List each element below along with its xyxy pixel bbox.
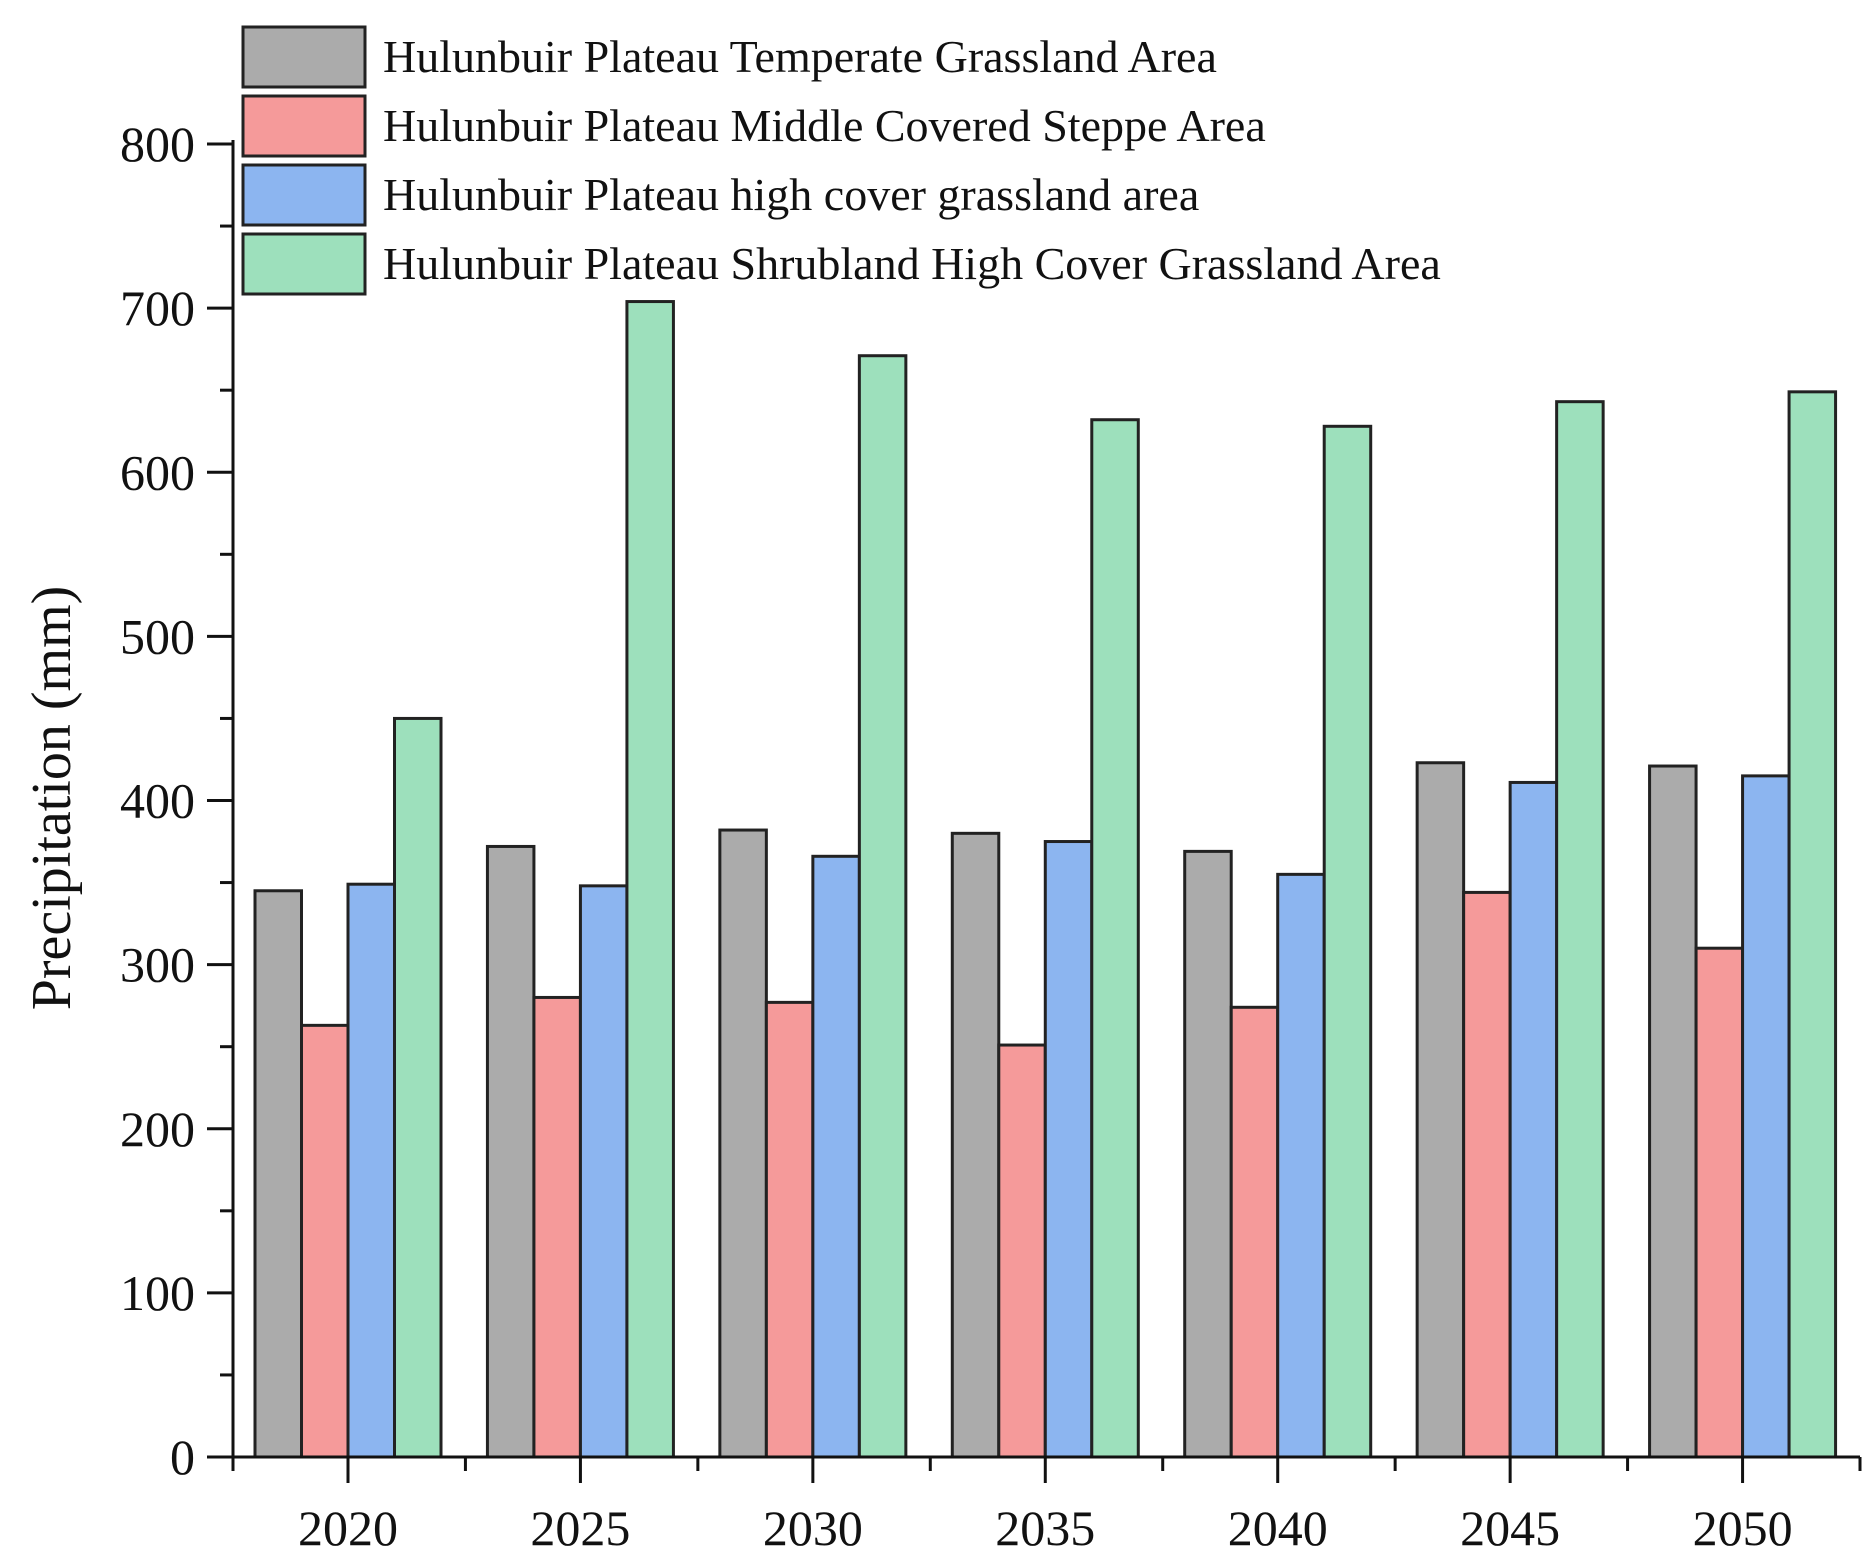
legend-item-3: Hulunbuir Plateau high cover grassland a… (241, 163, 1199, 227)
bar-2020-series-2 (300, 1023, 350, 1459)
bar-2030-series-1 (718, 828, 768, 1459)
legend-label-3: Hulunbuir Plateau high cover grassland a… (383, 169, 1199, 220)
bar-2030-series-2 (764, 1000, 815, 1459)
bars-layer (253, 300, 1838, 1459)
bar-2035-series-2 (997, 1043, 1047, 1459)
x-tick-label-2050: 2050 (1693, 1500, 1793, 1556)
bar-group-2035 (950, 418, 1140, 1459)
y-tick-label-400: 400 (120, 773, 195, 829)
bar-2045-series-3 (1508, 780, 1559, 1459)
bar-2035-series-3 (1043, 840, 1094, 1459)
bar-2030-series-3 (811, 854, 861, 1459)
bar-2045-series-2 (1462, 890, 1512, 1459)
legend-swatch-1 (241, 25, 367, 89)
legend-swatch-4 (241, 232, 367, 296)
bar-group-2030 (718, 354, 908, 1459)
y-axis-title: Precipitation (mm) (21, 586, 83, 1011)
bar-group-2040 (1183, 424, 1373, 1459)
bar-2025-series-1 (485, 844, 536, 1459)
bar-2040-series-2 (1229, 1005, 1280, 1459)
bar-group-2020 (253, 716, 443, 1459)
bar-2050-series-2 (1694, 946, 1745, 1459)
bar-2020-series-3 (346, 882, 396, 1459)
x-tick-label-2025: 2025 (530, 1500, 630, 1556)
bar-2045-series-1 (1415, 761, 1466, 1459)
bar-2050-series-3 (1741, 774, 1791, 1459)
y-tick-label-800: 800 (120, 116, 195, 172)
legend-swatch-2 (241, 94, 367, 158)
x-tick-label-2035: 2035 (995, 1500, 1095, 1556)
y-tick-label-500: 500 (120, 608, 195, 664)
legend-label-2: Hulunbuir Plateau Middle Covered Steppe … (383, 100, 1266, 151)
y-tick-label-700: 700 (120, 280, 195, 336)
bar-group-2045 (1415, 400, 1605, 1459)
bar-2020-series-4 (393, 716, 443, 1459)
legend-swatch-3 (241, 163, 367, 227)
x-tick-label-2030: 2030 (763, 1500, 863, 1556)
bar-2040-series-4 (1322, 424, 1373, 1459)
bar-2040-series-3 (1276, 872, 1326, 1459)
legend-label-4: Hulunbuir Plateau Shrubland High Cover G… (383, 238, 1441, 289)
bar-group-2025 (485, 300, 675, 1459)
axes-layer: 0 100 200 300 400 500 600 700 800 2020 2025 2030 203… (120, 116, 1862, 1556)
bar-2025-series-3 (578, 884, 629, 1459)
bar-2025-series-2 (532, 995, 582, 1459)
bar-2035-series-1 (950, 831, 1001, 1459)
x-tick-label-2020: 2020 (298, 1500, 398, 1556)
legend-label-1: Hulunbuir Plateau Temperate Grassland Ar… (383, 31, 1217, 82)
bar-2050-series-4 (1787, 390, 1838, 1459)
y-tick-label-0: 0 (170, 1429, 195, 1485)
bar-2050-series-1 (1648, 764, 1698, 1459)
x-tick-label-2045: 2045 (1460, 1500, 1560, 1556)
y-tick-label-300: 300 (120, 937, 195, 993)
bar-2035-series-4 (1090, 418, 1140, 1459)
legend-item-2: Hulunbuir Plateau Middle Covered Steppe … (241, 94, 1266, 158)
bar-group-2050 (1648, 390, 1838, 1459)
bar-2020-series-1 (253, 889, 303, 1459)
legend: Hulunbuir Plateau Temperate Grassland Ar… (241, 25, 1441, 296)
y-tick-label-100: 100 (120, 1265, 195, 1321)
legend-item-1: Hulunbuir Plateau Temperate Grassland Ar… (241, 25, 1217, 89)
bar-2025-series-4 (625, 300, 675, 1459)
bar-2030-series-4 (857, 354, 908, 1459)
y-tick-label-600: 600 (120, 444, 195, 500)
legend-item-4: Hulunbuir Plateau Shrubland High Cover G… (241, 232, 1441, 296)
bar-2040-series-1 (1183, 849, 1233, 1459)
x-tick-label-2040: 2040 (1228, 1500, 1328, 1556)
bar-2045-series-4 (1555, 400, 1605, 1459)
y-tick-label-200: 200 (120, 1101, 195, 1157)
